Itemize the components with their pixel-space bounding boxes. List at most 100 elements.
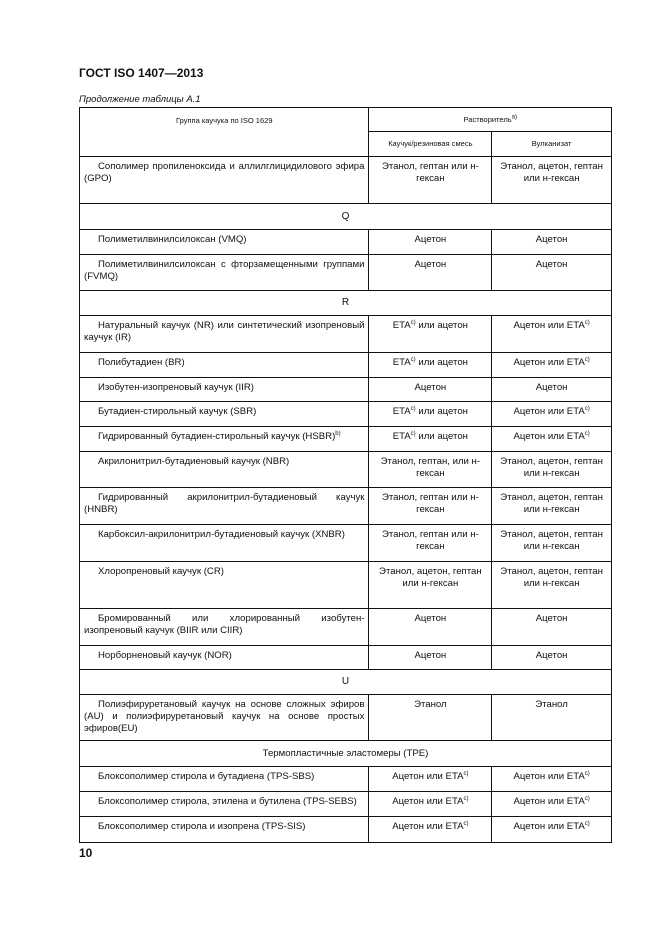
table-row: Акрилонитрил-бутадиеновый каучук (NBR) Эт…	[78, 451, 612, 488]
table-row: Гидрированный бутадиен-стирольный каучук…	[78, 426, 612, 452]
table-row: Хлоропреновый каучук (CR) Этанол, ацетон,…	[78, 561, 612, 609]
footnote-ref: c)	[584, 356, 590, 363]
group-row: Термопластичные эластомеры (TPE)	[79, 740, 612, 767]
vulcanizate-solvent-cell: Этанол, ацетон, гептан или н-гексан	[491, 451, 612, 488]
rubber-name: Гидрированный акрилонитрил-бутадиеновый …	[84, 492, 365, 515]
raw-solvent-cell: ETAc) или ацетон	[368, 426, 493, 452]
group-label: R	[79, 290, 612, 316]
table-row: Полиэфируретановый каучук на основе слож…	[78, 694, 612, 741]
table-row: Изобутен-изопреновый каучук (IIR) Ацетон А…	[78, 377, 612, 402]
cell-text: Этанол	[414, 699, 447, 710]
cell-text: Ацетон	[414, 650, 447, 661]
rubber-group-cell: Сополимер пропиленоксида и аллилглицидил…	[78, 156, 370, 204]
cell-text: Ацетон	[414, 234, 447, 245]
cell-text: Ацетон или ETA	[513, 821, 585, 832]
cell-text: Ацетон или ETA	[392, 771, 464, 782]
footnote-ref: c)	[584, 770, 590, 777]
cell-text: Этанол, ацетон, гептан или н-гексан	[500, 492, 603, 515]
rubber-group-cell: Бромированный или хлорированный изобутен…	[78, 608, 370, 646]
rubber-group-cell: Изобутен-изопреновый каучук (IIR)	[78, 377, 370, 402]
table-row: Карбоксил-акрилонитрил-бутадиеновый кауч…	[78, 524, 612, 562]
cell-text: Ацетон	[414, 259, 447, 270]
raw-solvent-cell: ETAc) или ацетон	[368, 315, 493, 353]
footnote-ref: c)	[584, 820, 590, 827]
vulcanizate-solvent-cell: Этанол, ацетон, гептан или н-гексан	[491, 524, 612, 562]
table-row: Натуральный каучук (NR) или синтетически…	[78, 315, 612, 353]
rubber-name: Акрилонитрил-бутадиеновый каучук (NBR)	[98, 456, 290, 467]
document-header: ГОСТ ISO 1407—2013	[79, 66, 204, 80]
rubber-name: Бромированный или хлорированный изобутен…	[84, 613, 365, 636]
header-group: Группа каучука по ISO 1629	[78, 107, 370, 157]
cell-text: Ацетон	[414, 613, 447, 624]
footnote-ref: c)	[410, 430, 416, 437]
vulcanizate-solvent-cell: Ацетон	[491, 377, 612, 402]
cell-text: Этанол, ацетон, гептан или н-гексан	[500, 529, 603, 552]
cell-text: Ацетон	[535, 234, 568, 245]
rubber-group-cell: Блоксополимер стирола и изопрена (TPS-SI…	[78, 816, 370, 843]
table-row: Блоксополимер стирола и бутадиена (TPS-S…	[78, 766, 612, 792]
rubber-name: Блоксополимер стирола и изопрена (TPS-SI…	[98, 821, 306, 832]
rubber-name: Сополимер пропиленоксида и аллилглицидил…	[84, 161, 365, 184]
vulcanizate-solvent-cell: Ацетон	[491, 254, 612, 291]
raw-solvent-cell: Ацетон или ETAc)	[368, 766, 493, 792]
rubber-group-cell: Гидрированный бутадиен-стирольный каучук…	[78, 426, 370, 452]
rubber-group-cell: Блоксополимер стирола, этилена и бутилен…	[78, 791, 370, 817]
header-solvent: Растворительa)	[368, 107, 612, 132]
rubber-name: Полибутадиен (BR)	[98, 357, 185, 368]
footnote-ref: c)	[584, 319, 590, 326]
rubber-group-cell: Норборненовый каучук (NOR)	[78, 645, 370, 670]
footnote-ref: c)	[584, 430, 590, 437]
table-row: Гидрированный акрилонитрил-бутадиеновый …	[78, 487, 612, 525]
rubber-name: Полиметилвинилсилоксан (VMQ)	[98, 234, 247, 245]
raw-solvent-cell: ETAc) или ацетон	[368, 352, 493, 378]
raw-solvent-cell: Этанол, гептан или н-гексан	[368, 156, 493, 204]
cell-text: Этанол, гептан или н-гексан	[381, 529, 479, 552]
cell-text: Ацетон	[535, 259, 568, 270]
table-header-row: Группа каучука по ISO 1629 Растворительa…	[78, 107, 612, 157]
vulcanizate-solvent-cell: Ацетон или ETAc)	[491, 816, 612, 843]
cell-text: Ацетон или ETA	[513, 771, 585, 782]
cell-text: Ацетон	[414, 382, 447, 393]
footnote-ref: c)	[410, 356, 416, 363]
cell-text: ETA	[392, 406, 411, 417]
cell-text: Этанол, ацетон, гептан или н-гексан	[500, 456, 603, 479]
rubber-name: Полиметилвинилсилоксан с фторзамещенными…	[84, 259, 365, 282]
raw-solvent-cell: Ацетон	[368, 229, 493, 255]
rubber-group-cell: Блоксополимер стирола и бутадиена (TPS-S…	[78, 766, 370, 792]
cell-text: ETA	[392, 320, 411, 331]
vulcanizate-solvent-cell: Ацетон или ETAc)	[491, 791, 612, 817]
footnote-ref: c)	[410, 405, 416, 412]
cell-text: Ацетон или ETA	[513, 796, 585, 807]
table-row: Полибутадиен (BR) ETAc) или ацетон Ацетон …	[78, 352, 612, 378]
raw-solvent-cell: Ацетон	[368, 645, 493, 670]
cell-text: Ацетон или ETA	[513, 320, 585, 331]
table-row: Блоксополимер стирола и изопрена (TPS-SI…	[78, 816, 612, 843]
cell-text: Ацетон	[535, 650, 568, 661]
rubber-name: Норборненовый каучук (NOR)	[98, 650, 232, 661]
raw-solvent-cell: Этанол, ацетон, гептан или н-гексан	[368, 561, 493, 609]
rubber-name: Бутадиен-стирольный каучук (SBR)	[98, 406, 257, 417]
footnote-ref: c)	[463, 770, 469, 777]
raw-solvent-cell: Ацетон	[368, 608, 493, 646]
cell-text: Этанол, гептан или н-гексан	[381, 492, 479, 515]
solvent-table: Группа каучука по ISO 1629 Растворительa…	[78, 107, 612, 843]
group-label: Термопластичные эластомеры (TPE)	[79, 740, 612, 767]
rubber-group-cell: Натуральный каучук (NR) или синтетически…	[78, 315, 370, 353]
group-row: R	[79, 290, 612, 316]
rubber-group-cell: Полиметилвинилсилоксан (VMQ)	[78, 229, 370, 255]
header-group-label: Группа каучука по ISO 1629	[175, 116, 273, 125]
rubber-group-cell: Хлоропреновый каучук (CR)	[78, 561, 370, 609]
cell-text: Этанол, гептан или н-гексан	[381, 161, 479, 184]
group-row: U	[79, 669, 612, 695]
cell-text: Ацетон или ETA	[392, 821, 464, 832]
rubber-group-cell: Полиметилвинилсилоксан с фторзамещенными…	[78, 254, 370, 291]
cell-text: Ацетон или ETA	[513, 406, 585, 417]
raw-solvent-cell: Ацетон или ETAc)	[368, 791, 493, 817]
footnote-ref: c)	[584, 405, 590, 412]
header-solvent-label: Растворитель	[463, 114, 512, 124]
raw-solvent-cell: Этанол	[368, 694, 493, 741]
table-row: Бутадиен-стирольный каучук (SBR) ETAc) ил…	[78, 401, 612, 427]
rubber-name: Изобутен-изопреновый каучук (IIR)	[98, 382, 254, 393]
footnote-ref: c)	[410, 319, 416, 326]
rubber-group-cell: Гидрированный акрилонитрил-бутадиеновый …	[78, 487, 370, 525]
